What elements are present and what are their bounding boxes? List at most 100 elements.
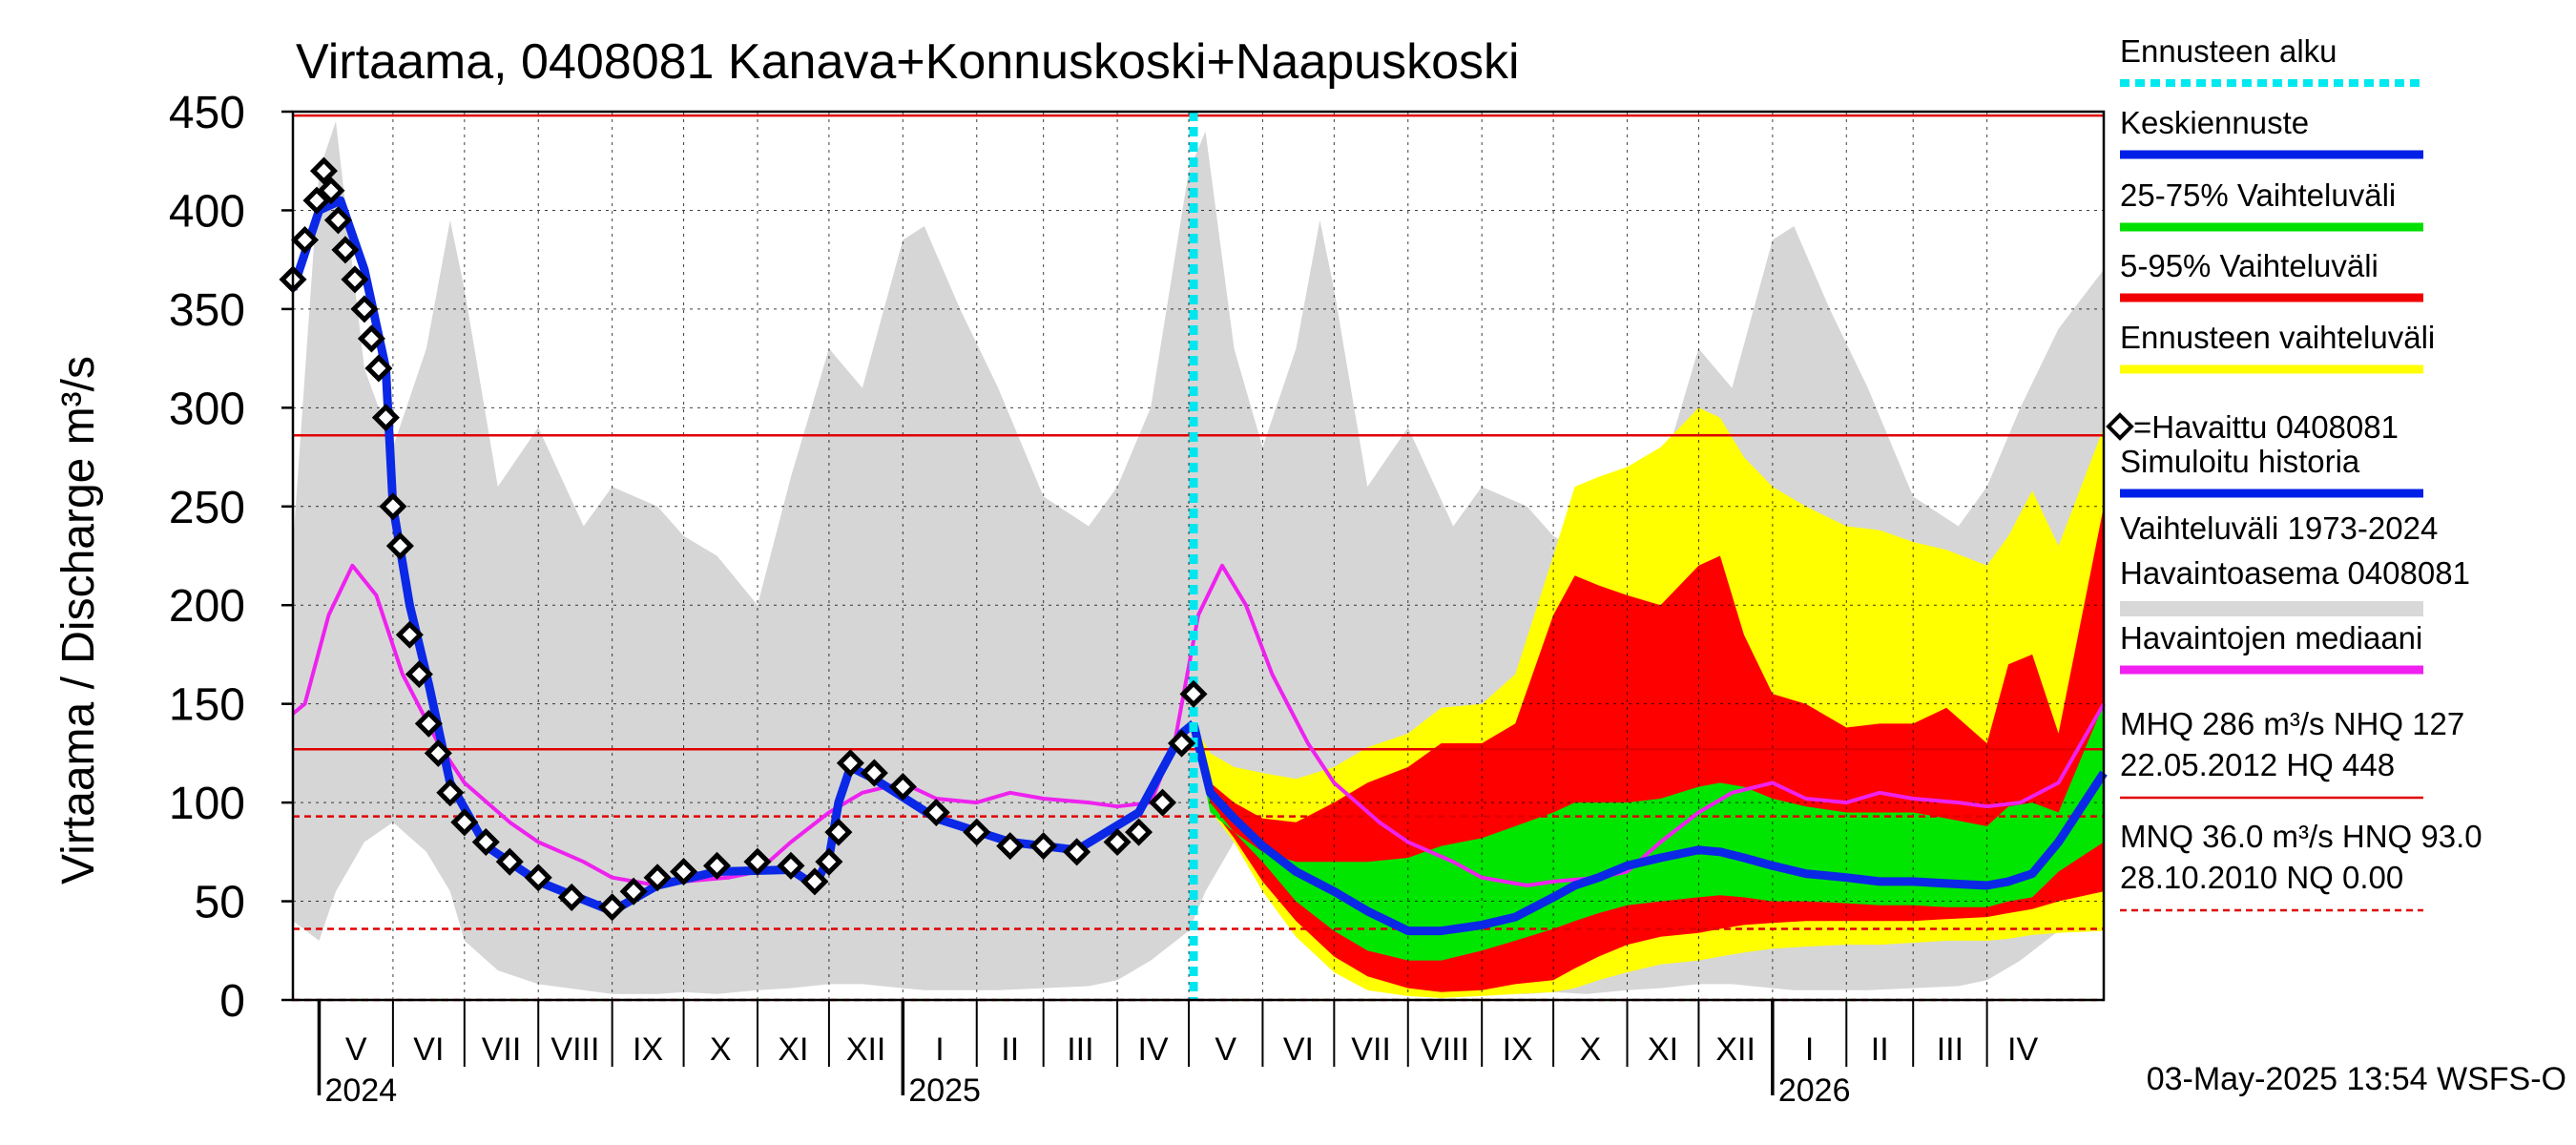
observed-point (414, 709, 443, 738)
month-label: IX (1503, 1031, 1533, 1068)
observed-point (371, 404, 400, 432)
stats-line: 22.05.2012 HQ 448 (2120, 747, 2395, 782)
observed-point (1125, 818, 1153, 846)
y-tick-label: 250 (169, 483, 245, 533)
observed-point (922, 798, 950, 826)
observed-point (317, 177, 345, 205)
legend-label: Simuloitu historia (2120, 444, 2360, 479)
month-label: IV (1137, 1031, 1168, 1068)
observed-point (436, 779, 465, 807)
observed-point (643, 864, 672, 892)
y-tick-label: 200 (169, 581, 245, 632)
month-label: V (345, 1031, 367, 1068)
observed-point (777, 851, 805, 880)
stats-line: MNQ 36.0 m³/s HNQ 93.0 (2120, 819, 2483, 854)
month-label: X (1579, 1031, 1601, 1068)
observed-point (405, 660, 433, 689)
y-tick-label: 450 (169, 88, 245, 138)
legend-label: Keskiennuste (2120, 105, 2309, 140)
month-label: III (1937, 1031, 1963, 1068)
month-label: VIII (551, 1031, 599, 1068)
observed-point (557, 883, 586, 911)
observed-point (1167, 729, 1196, 758)
observed-point (1029, 832, 1058, 861)
month-label: II (1871, 1031, 1889, 1068)
observed-point (1103, 827, 1132, 857)
observed-point (323, 206, 352, 235)
observed-point (290, 225, 320, 255)
y-tick-label: 0 (219, 976, 245, 1027)
month-label: III (1067, 1031, 1093, 1068)
legend-label: 25-75% Vaihteluväli (2120, 177, 2396, 213)
y-tick-label: 350 (169, 285, 245, 336)
observed-point (670, 857, 698, 886)
stats-line: MHQ 286 m³/s NHQ 127 (2120, 706, 2464, 741)
observed-point (860, 759, 888, 787)
legend-label: 5-95% Vaihteluväli (2120, 248, 2379, 283)
y-tick-label: 400 (169, 186, 245, 237)
month-label: XII (1715, 1031, 1755, 1068)
observed-point (350, 295, 379, 323)
month-label: VI (413, 1031, 444, 1068)
year-label: 2024 (324, 1072, 397, 1109)
month-label: XI (778, 1031, 808, 1068)
month-label: VII (482, 1031, 522, 1068)
observed-point (1149, 788, 1177, 817)
plot-frame (291, 110, 2106, 1002)
footer-timestamp: 03-May-2025 13:54 WSFS-O (2147, 1061, 2566, 1097)
observed-point (471, 827, 500, 857)
month-label: I (935, 1031, 944, 1068)
observed-point (800, 867, 829, 896)
observed-point (996, 832, 1025, 861)
month-label: X (710, 1031, 732, 1068)
stats-line: 28.10.2010 NQ 0.00 (2120, 860, 2403, 895)
observed-point (824, 818, 853, 846)
observed-point (524, 864, 552, 892)
month-label: I (1805, 1031, 1814, 1068)
year-label: 2026 (1778, 1072, 1851, 1109)
legend-label: =Havaittu 0408081 (2133, 409, 2399, 445)
observed-point (364, 354, 393, 383)
y-tick-label: 300 (169, 384, 245, 434)
observed-point (309, 156, 339, 185)
y-tick-label: 150 (169, 680, 245, 731)
observed-point (598, 893, 627, 922)
observed-point (495, 847, 524, 876)
plot-area (279, 112, 2108, 1002)
legend-label: Vaihteluväli 1973-2024 (2120, 510, 2438, 546)
observed-point (888, 773, 917, 802)
y-tick-label: 100 (169, 779, 245, 829)
observed-point (341, 265, 369, 294)
legend-label: Ennusteen alku (2120, 33, 2337, 69)
month-label: IV (2007, 1031, 2038, 1068)
y-axis-label: Virtaama / Discharge m³/s (53, 356, 104, 885)
month-label: V (1215, 1031, 1236, 1068)
observed-point (450, 808, 479, 837)
month-label: II (1001, 1031, 1019, 1068)
month-label: IX (633, 1031, 663, 1068)
chart-title: Virtaama, 0408081 Kanava+Konnuskoski+Naa… (296, 34, 1520, 90)
y-tick-label: 50 (195, 878, 245, 928)
observed-point (1179, 679, 1208, 708)
observed-point (385, 531, 414, 560)
month-label: XI (1648, 1031, 1678, 1068)
observed-point (395, 620, 424, 649)
legend-diamond-icon (2106, 412, 2134, 441)
observed-point (836, 749, 864, 778)
observed-point (702, 851, 732, 880)
forecast-mean-line (1189, 722, 2108, 936)
legend-label: Havaintojen mediaani (2120, 620, 2422, 656)
observed-point (1063, 838, 1091, 866)
observed-point (619, 877, 648, 906)
month-label: VIII (1421, 1031, 1469, 1068)
month-label: VII (1351, 1031, 1391, 1068)
observed-point (424, 739, 452, 767)
observed-point (815, 847, 843, 876)
legend-label: Ennusteen vaihteluväli (2120, 320, 2435, 355)
observed-point (743, 847, 772, 876)
month-label: XII (846, 1031, 886, 1068)
observed-point (379, 492, 407, 521)
month-label: VI (1283, 1031, 1314, 1068)
